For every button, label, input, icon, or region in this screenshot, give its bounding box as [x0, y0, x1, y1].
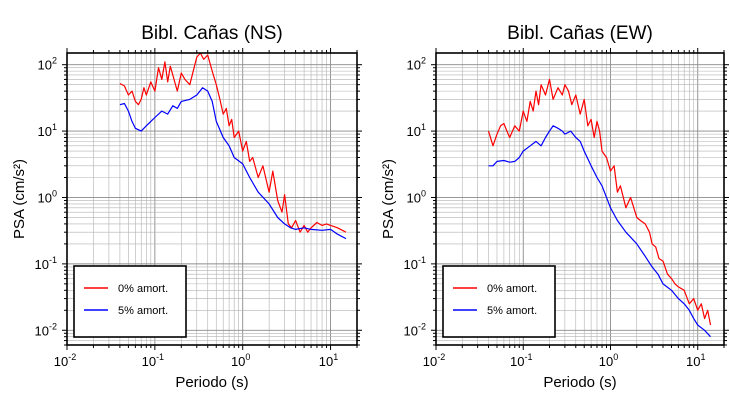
- x-tick-label-exp: 0: [613, 352, 618, 362]
- legend: 0% amort. 5% amort.: [442, 265, 556, 338]
- y-tick-label-exp: -1: [49, 255, 57, 265]
- x-tick-label-base: 10: [142, 354, 156, 369]
- y-tick-label-base: 10: [35, 257, 49, 272]
- x-axis-label: Periodo (s): [175, 374, 248, 391]
- plot-frame: [435, 52, 725, 346]
- series-line-red: [119, 52, 347, 233]
- y-tick-label-base: 10: [38, 124, 52, 139]
- y-tick-label: 100: [38, 188, 57, 205]
- y-tick-label-exp: -2: [418, 321, 426, 331]
- x-tick-label: 10-1: [510, 352, 532, 369]
- x-tick-label: 10-1: [142, 352, 164, 369]
- y-tick-label-exp: 0: [421, 188, 426, 198]
- y-tick-label: 101: [38, 122, 57, 139]
- y-tick-label: 101: [407, 122, 426, 139]
- y-tick-label-base: 10: [407, 124, 421, 139]
- x-tick-label-base: 10: [319, 354, 333, 369]
- x-tick-label-exp: 0: [245, 352, 250, 362]
- y-tick-label-exp: 0: [52, 188, 57, 198]
- plot-frame: [66, 52, 358, 346]
- legend-label: 0% amort.: [118, 283, 168, 295]
- x-tick-label-base: 10: [54, 354, 68, 369]
- x-tick-label-base: 10: [231, 354, 245, 369]
- y-axis-label: PSA (cm/s²): [11, 159, 28, 239]
- x-tick-label-exp: 1: [333, 352, 338, 362]
- x-tick-label-exp: -2: [437, 352, 445, 362]
- x-tick-label: 100: [599, 352, 618, 369]
- y-tick-label: 10-2: [35, 321, 57, 338]
- legend: 0% amort. 5% amort.: [73, 265, 187, 338]
- y-tick-label: 10-1: [404, 255, 426, 272]
- x-tick-label-base: 10: [686, 354, 700, 369]
- y-tick-label: 102: [38, 56, 57, 73]
- x-tick-label: 100: [231, 352, 250, 369]
- y-axis-label: PSA (cm/s²): [380, 159, 397, 239]
- legend-label: 5% amort.: [118, 305, 168, 317]
- y-tick-label-exp: 2: [421, 56, 426, 66]
- y-tick-label-base: 10: [38, 190, 52, 205]
- y-tick-label-base: 10: [404, 323, 418, 338]
- legend-label: 0% amort.: [487, 283, 537, 295]
- y-tick-label-base: 10: [38, 58, 52, 73]
- x-tick-label-exp: -1: [156, 352, 164, 362]
- axis-ticks: [431, 48, 729, 350]
- y-tick-label-exp: 2: [52, 56, 57, 66]
- series-line-blue: [119, 87, 347, 240]
- y-tick-label: 10-1: [35, 255, 57, 272]
- x-tick-label: 101: [319, 352, 338, 369]
- y-tick-label-base: 10: [404, 257, 418, 272]
- y-tick-label: 102: [407, 56, 426, 73]
- y-tick-label-exp: -1: [418, 255, 426, 265]
- legend-box: [442, 265, 556, 338]
- y-tick-label: 10-2: [404, 321, 426, 338]
- x-tick-label-exp: 1: [700, 352, 705, 362]
- y-tick-label-base: 10: [35, 323, 49, 338]
- x-tick-label-exp: -2: [68, 352, 76, 362]
- y-tick-label-exp: 1: [52, 122, 57, 132]
- x-tick-label-base: 10: [510, 354, 524, 369]
- axis-ticks: [62, 48, 362, 350]
- series-line-red: [487, 78, 712, 326]
- x-tick-label: 10-2: [423, 352, 445, 369]
- x-tick-label-base: 10: [599, 354, 613, 369]
- legend-box: [73, 265, 187, 338]
- y-tick-label: 100: [407, 188, 426, 205]
- chart-title: Bibl. Cañas (NS): [141, 23, 283, 44]
- x-tick-label-exp: -1: [524, 352, 532, 362]
- y-tick-label-exp: 1: [421, 122, 426, 132]
- x-tick-label-base: 10: [423, 354, 437, 369]
- chart-title: Bibl. Cañas (EW): [507, 23, 653, 44]
- series-line-blue: [488, 125, 711, 338]
- x-axis-label: Periodo (s): [543, 374, 616, 391]
- x-tick-label: 10-2: [54, 352, 76, 369]
- legend-label: 5% amort.: [487, 305, 537, 317]
- y-tick-label-exp: -2: [49, 321, 57, 331]
- y-tick-label-base: 10: [407, 58, 421, 73]
- y-tick-label-base: 10: [407, 190, 421, 205]
- x-tick-label: 101: [686, 352, 705, 369]
